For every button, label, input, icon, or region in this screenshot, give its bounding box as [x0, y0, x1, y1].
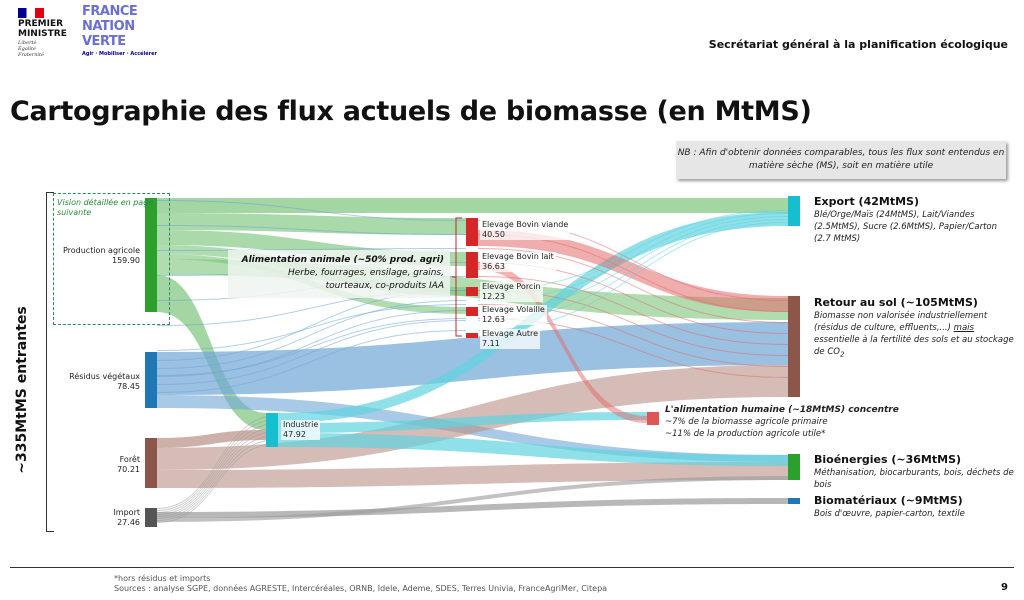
dest-biomateriaux-label: Biomatériaux (~9MtMS) Bois d'œuvre, papie…	[814, 494, 965, 519]
flow-band	[157, 462, 788, 488]
flow-line	[478, 248, 788, 323]
node-bioenergies	[788, 454, 800, 480]
detail-box	[53, 193, 170, 325]
flow-line	[478, 304, 788, 367]
flow-line	[157, 290, 466, 361]
alimentation-animale-box: Alimentation animale (~50% prod. agri) He…	[228, 250, 450, 298]
node-elevage-0	[466, 218, 478, 246]
elevage-label: Elevage Porcin 12.23	[480, 282, 543, 302]
flow-line	[478, 234, 788, 312]
brand-tagline: Agir · Mobiliser · Accélérer	[82, 51, 157, 57]
footer-divider	[10, 567, 1014, 568]
elevage-label: Elevage Bovin viande 40.50	[480, 220, 571, 240]
flow-line	[478, 318, 788, 378]
node-export	[788, 196, 800, 226]
vision-note: Vision détaillée en page suivante	[57, 198, 154, 217]
gov-motto: Liberté Égalité Fraternité	[18, 40, 44, 58]
flow-line	[157, 435, 278, 519]
node-production-agricole	[145, 198, 157, 312]
flow-line	[478, 213, 788, 301]
source-label-import: Import 27.46	[113, 508, 140, 527]
total-bracket	[46, 192, 54, 532]
dest-export-label: Export (42MtMS) Blé/Orge/Maïs (24MtMS), L…	[814, 195, 998, 244]
source-label-production: Production agricole 159.90	[62, 246, 140, 265]
node-elevage-2	[466, 287, 478, 296]
elevage-label: Elevage Autre 7.11	[480, 329, 541, 349]
flow-line	[478, 219, 788, 321]
flow-line	[157, 225, 466, 235]
flow-line	[478, 210, 788, 291]
industrie-label: Industrie 47.92	[281, 420, 321, 440]
page-title: Cartographie des flux actuels de biomass…	[10, 96, 812, 127]
node-elevage-4	[466, 333, 478, 338]
flow-band	[278, 412, 647, 433]
flow-line	[157, 310, 466, 377]
alimentation-humaine-label: L'alimentation humaine (~18MtMS) concent…	[665, 405, 899, 439]
flow-band	[157, 476, 788, 522]
elevage-bracket	[452, 217, 462, 337]
flow-line	[157, 300, 466, 369]
flow-line	[478, 290, 788, 356]
french-flag-icon	[18, 8, 44, 18]
source-label-foret: Forêt 70.21	[117, 455, 140, 474]
flow-line	[157, 290, 466, 326]
node-industrie	[266, 413, 278, 447]
node-alimentation-humaine	[647, 412, 659, 425]
flow-line	[157, 318, 466, 376]
flow-line	[478, 262, 788, 334]
footer-notes: *hors résidus et imports Sources : analys…	[114, 574, 608, 593]
flow-line	[478, 216, 788, 311]
flow-line	[157, 439, 278, 521]
flow-line	[478, 276, 788, 345]
flow-band	[478, 262, 647, 423]
org-name: Secrétariat général à la planification é…	[708, 38, 1008, 51]
node-biomateriaux	[788, 498, 800, 504]
node-residus-vegetaux	[145, 352, 157, 408]
gov-logo: PREMIER MINISTRE	[18, 19, 67, 39]
flow-line	[157, 304, 466, 351]
flow-line	[157, 423, 278, 513]
node-foret	[145, 438, 157, 488]
flow-line	[157, 415, 278, 509]
elevage-label: Elevage Bovin lait 36.63	[480, 252, 556, 272]
flow-band	[157, 498, 788, 518]
flow-band	[157, 198, 788, 213]
flow-line	[478, 220, 788, 301]
flow-line	[157, 431, 278, 517]
node-elevage-3	[466, 307, 478, 316]
brand-logo: FRANCE NATION VERTE	[82, 4, 138, 49]
flow-line	[157, 419, 278, 511]
flow-line	[478, 222, 788, 331]
note-box: NB : Afin d'obtenir données comparables,…	[676, 141, 1006, 179]
dest-retour-sol-label: Retour au sol (~105MtMS) Biomasse non val…	[814, 296, 1014, 359]
page-number: 9	[1001, 582, 1008, 593]
node-retour-au-sol	[788, 296, 800, 397]
elevage-label: Elevage Volaille 12.63	[480, 305, 547, 325]
flow-line	[157, 200, 466, 221]
flow-band	[478, 230, 788, 312]
dest-bioenergies-label: Bioénergies (~36MtMS) Méthanisation, bioc…	[814, 453, 1014, 490]
flow-band	[157, 430, 266, 448]
flow-line	[157, 330, 466, 393]
source-label-residus: Résidus végétaux 78.45	[69, 372, 140, 391]
node-import	[145, 508, 157, 527]
flow-line	[157, 443, 278, 523]
node-elevage-1	[466, 252, 478, 278]
flow-line	[157, 427, 278, 515]
flow-line	[157, 320, 466, 385]
flow-band	[278, 433, 788, 466]
